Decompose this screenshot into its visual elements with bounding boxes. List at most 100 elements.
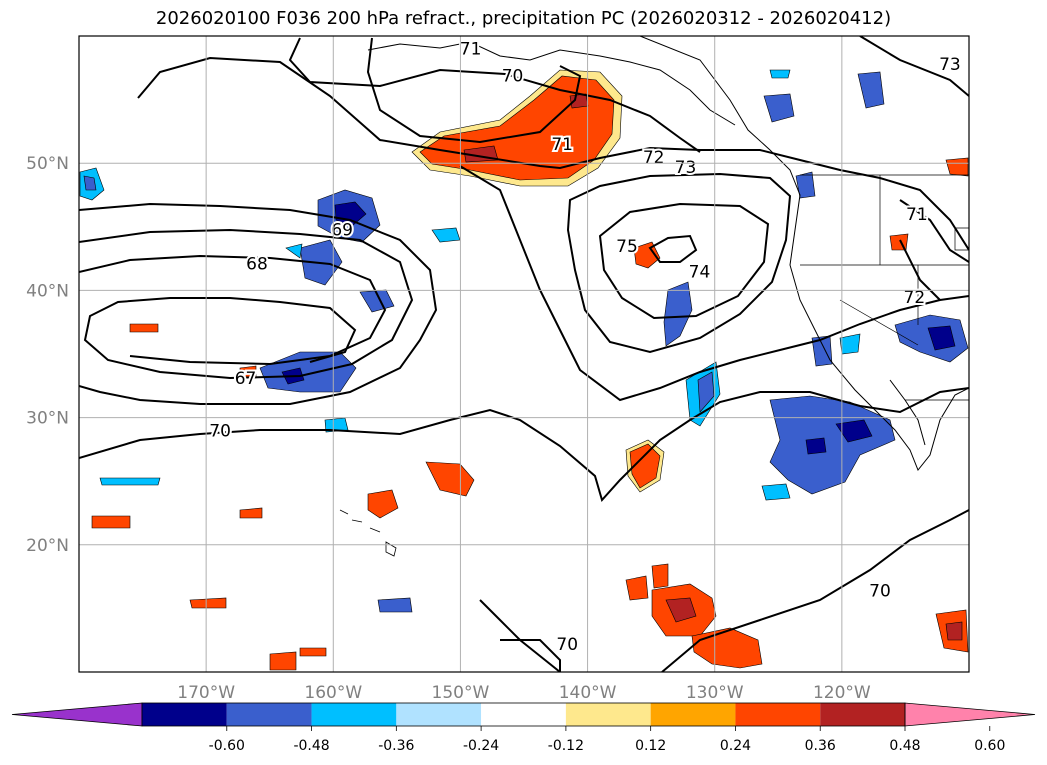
colorbar-tick-label: -0.24 [463,738,499,754]
precip-patch [697,371,715,413]
lat-tick-label: 20°N [26,536,69,556]
contour-line [79,254,387,366]
precip-patch [239,507,263,519]
latitude-tick-labels: 50°N 40°N 30°N 20°N [26,154,69,556]
contour-label: 67 [235,369,257,389]
contour-label: 73 [939,55,961,75]
contour-label: 72 [643,148,665,168]
contour-line [899,239,941,301]
precip-patch [857,71,885,109]
precip-patch [285,243,303,259]
precip-patch [945,621,963,641]
contour-line [366,37,582,144]
colorbar-segment [820,703,905,726]
figure-title: 2026020100 F036 200 hPa refract., precip… [155,8,892,29]
contour-line [899,199,969,263]
longitude-tick-labels: 170°W 160°W 150°W 140°W 130°W 120°W [177,683,871,703]
contour-line [79,202,438,405]
contour-label: 71 [906,205,928,225]
precip-patch [269,651,297,671]
gridlines [79,36,969,672]
precip-patch [83,175,97,191]
precip-patch [651,563,669,589]
precip-patch [763,93,795,123]
contour-label: 68 [246,255,268,275]
lat-tick-label: 50°N [26,154,69,174]
contour-label: 73 [675,158,697,178]
colorbar-segment [481,703,566,726]
precip-patch [665,597,697,623]
colorbar-segment [650,703,736,726]
baja-coast [889,379,926,446]
contour-line [79,228,414,380]
contour-label: 71 [551,135,573,155]
lon-tick-label: 140°W [559,683,617,703]
precip-patch [425,461,475,497]
colorbar-frame [141,702,906,727]
colorbar-segment [735,703,821,726]
precip-patch [299,647,327,657]
lon-tick-label: 170°W [177,683,235,703]
colorbar-tick-label: -0.60 [209,738,245,754]
precip-patch [889,233,909,251]
colorbar-segment [396,703,482,726]
precip-patch [629,443,661,489]
colorbar-segment [142,703,227,726]
contour-label: 70 [502,66,524,86]
north-america-coast [639,36,969,471]
precip-patch [691,627,763,669]
precip-patch [839,333,861,355]
contour-label: 70 [209,421,231,441]
political-borders [800,174,969,401]
colorbar-segment [565,703,651,726]
colorbar-tick-label: 0.60 [974,738,1005,754]
colorbar-segment [226,703,312,726]
precip-patch [377,597,413,613]
precip-patch [625,575,649,601]
colorbar-segment [311,703,397,726]
lon-tick-label: 150°W [432,683,490,703]
lon-tick-label: 120°W [813,683,871,703]
contour-label: 70 [556,635,578,655]
colorbar-tick-label: -0.48 [293,738,329,754]
coastlines [367,36,969,471]
contour-label: 70 [869,582,891,602]
lon-tick-label: 130°W [686,683,744,703]
contour-label: 71 [460,40,482,60]
lat-tick-label: 40°N [26,281,69,301]
contour-line [288,37,701,153]
colorbar-tick-label: 0.36 [805,738,836,754]
contour-line [459,165,969,402]
contour-label: 69 [331,220,353,240]
precip-patch [945,157,969,177]
lon-tick-label: 160°W [304,683,362,703]
colorbar-tick-label: 0.48 [889,738,920,754]
precip-patch [129,323,159,333]
precip-patch [633,241,661,269]
precip-patch [663,281,693,347]
contour-line [79,387,969,503]
colorbar-tick-label: 0.12 [635,738,666,754]
precip-patch [927,325,956,351]
contour-label: 74 [689,262,711,282]
precip-patch [805,437,827,455]
contour-label: 72 [904,288,926,308]
precip-patch [367,489,399,519]
precip-patch [189,597,227,609]
colorbar-tick-label: -0.12 [548,738,584,754]
colorbar: -0.60 -0.48 -0.36 -0.24 -0.12 0.12 0.24 0.36 0.4… [11,702,1036,754]
lat-tick-label: 30°N [26,409,69,429]
alaska-coast [367,41,736,126]
precip-positive-patches [91,69,969,671]
colorbar-extend-low [11,702,143,727]
precip-patch [835,419,873,443]
precip-patch [769,69,791,79]
precip-patch [91,515,131,529]
contour-line [648,234,698,263]
contour-line [859,36,969,97]
contour-label: 75 [616,237,638,257]
precip-patch [99,477,161,486]
colorbar-tick-label: -0.36 [378,738,414,754]
plot-frame [78,35,970,673]
